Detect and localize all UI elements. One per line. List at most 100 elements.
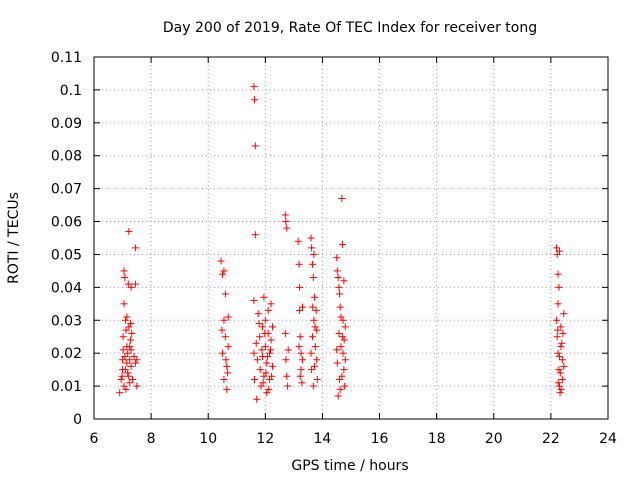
data-point [129, 376, 137, 384]
data-point [341, 382, 349, 390]
data-point [554, 300, 562, 308]
data-point [264, 352, 272, 360]
data-point [127, 362, 135, 370]
data-point [307, 234, 315, 242]
data-point [250, 96, 258, 104]
data-point [259, 379, 267, 387]
x-tick-label: 16 [371, 431, 389, 447]
data-point [338, 195, 346, 203]
data-point [295, 343, 303, 351]
data-points [116, 83, 568, 403]
data-point [268, 362, 276, 370]
data-point [126, 356, 134, 364]
data-point [253, 395, 261, 403]
data-point [121, 352, 129, 360]
data-point [123, 359, 131, 367]
data-point [258, 346, 266, 354]
data-point [263, 359, 271, 367]
data-point [251, 231, 259, 239]
data-point [555, 366, 563, 374]
data-point [296, 372, 304, 380]
data-point [127, 336, 135, 344]
data-point [297, 349, 305, 357]
data-point [253, 356, 261, 364]
data-point [268, 323, 276, 331]
data-point [133, 382, 141, 390]
data-point [123, 313, 131, 321]
x-tick-label: 8 [147, 431, 156, 447]
data-point [217, 257, 225, 265]
data-point [309, 303, 317, 311]
data-point [121, 273, 129, 281]
data-point [254, 310, 262, 318]
data-point [133, 356, 141, 364]
data-point [127, 346, 135, 354]
data-point [124, 280, 132, 288]
data-point [221, 290, 229, 298]
data-point [296, 333, 304, 341]
data-point [284, 346, 292, 354]
data-point [282, 356, 290, 364]
y-tick-label: 0.03 [51, 313, 82, 329]
data-point [337, 343, 345, 351]
data-point [267, 300, 275, 308]
data-point [119, 366, 127, 374]
data-point [558, 376, 566, 384]
data-point [256, 333, 264, 341]
grid [94, 57, 608, 419]
data-point [336, 385, 344, 393]
x-tick-label: 10 [199, 431, 217, 447]
data-point [252, 339, 260, 347]
data-point [298, 303, 306, 311]
data-point [335, 283, 343, 291]
data-point [311, 343, 319, 351]
data-point [250, 349, 258, 357]
data-point [118, 372, 126, 380]
data-point [338, 241, 346, 249]
data-point [131, 244, 139, 252]
data-point [120, 382, 128, 390]
data-point [554, 326, 562, 334]
data-point [255, 320, 263, 328]
data-point [219, 270, 226, 278]
data-point [283, 372, 291, 380]
data-point [127, 320, 135, 328]
data-point [262, 369, 270, 377]
y-tick-label: 0.01 [51, 379, 82, 395]
data-point [124, 349, 132, 357]
data-point [557, 385, 565, 393]
data-point [339, 316, 347, 324]
data-point [266, 346, 274, 354]
data-point [264, 306, 272, 314]
data-point [128, 329, 136, 337]
data-point [340, 277, 348, 285]
x-tick-label: 24 [599, 431, 617, 447]
data-point [124, 369, 132, 377]
data-point [250, 297, 258, 305]
data-point [223, 362, 231, 370]
data-point [312, 306, 320, 314]
data-point [130, 352, 138, 360]
data-point [282, 218, 290, 226]
data-point [340, 336, 348, 344]
data-point [122, 326, 130, 334]
x-tick-label: 18 [428, 431, 446, 447]
data-point [295, 260, 303, 268]
data-point [341, 356, 349, 364]
data-point [221, 333, 229, 341]
data-point [558, 356, 566, 364]
y-tick-label: 0.09 [51, 116, 82, 132]
x-tick-label: 20 [485, 431, 503, 447]
data-point [267, 336, 275, 344]
data-point [281, 329, 289, 337]
data-point [218, 326, 226, 334]
data-point [296, 306, 304, 314]
data-point [313, 326, 321, 334]
plot-frame [93, 56, 609, 420]
y-tick-label: 0.04 [51, 280, 82, 296]
data-point [127, 283, 135, 291]
y-tick-label: 0 [73, 412, 82, 428]
data-point [258, 323, 266, 331]
x-tick-label: 22 [542, 431, 560, 447]
